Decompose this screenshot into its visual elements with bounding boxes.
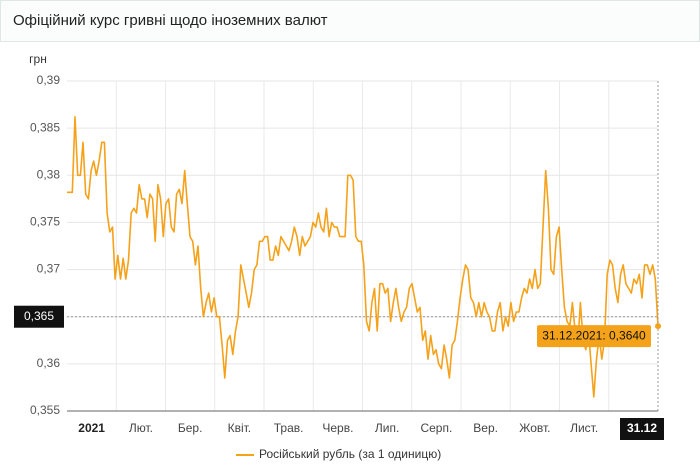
x-tick-label: Лист.: [570, 421, 598, 435]
x-tick-label: Черв.: [322, 421, 353, 435]
y-tick-label: 0,39: [37, 73, 61, 87]
x-tooltip-label: 31.12: [627, 421, 657, 435]
legend-label: Російський рубль (за 1 одиницю): [259, 447, 441, 461]
tooltip-label: 31.12.2021: 0,3640: [542, 328, 646, 342]
y-axis-label: грн: [29, 52, 47, 66]
y-tick-highlight: [14, 305, 64, 328]
x-tick-label: 2021: [78, 421, 105, 435]
line: [67, 116, 659, 398]
x-tick-label: Жовт.: [519, 421, 550, 435]
y-tick-label: 0,375: [30, 215, 60, 229]
y-tick-label: 0,38: [37, 167, 61, 181]
x-tick-label: Лип.: [375, 421, 399, 435]
header: Офіційний курс гривні щодо іноземних вал…: [0, 0, 700, 42]
x-tick-label: Бер.: [178, 421, 203, 435]
x-tick-label: Квіт.: [228, 421, 252, 435]
y-tick-label: 0,37: [37, 262, 61, 276]
y-tick-label: 0,36: [37, 356, 61, 370]
y-tick-label: 0,365: [24, 309, 54, 323]
y-tick-label: 0,385: [30, 120, 60, 134]
tooltip-point: [655, 323, 661, 330]
x-tick-label: Вер.: [473, 421, 498, 435]
header-title: Офіційний курс гривні щодо іноземних вал…: [13, 12, 328, 29]
x-tick-label: Серп.: [420, 421, 452, 435]
y-tick-label: 0,355: [30, 403, 60, 417]
tooltip-box: [537, 325, 651, 348]
x-tick-label: Лют.: [129, 421, 153, 435]
x-tick-label: Трав.: [274, 421, 304, 435]
x-tooltip-box: [620, 418, 664, 440]
